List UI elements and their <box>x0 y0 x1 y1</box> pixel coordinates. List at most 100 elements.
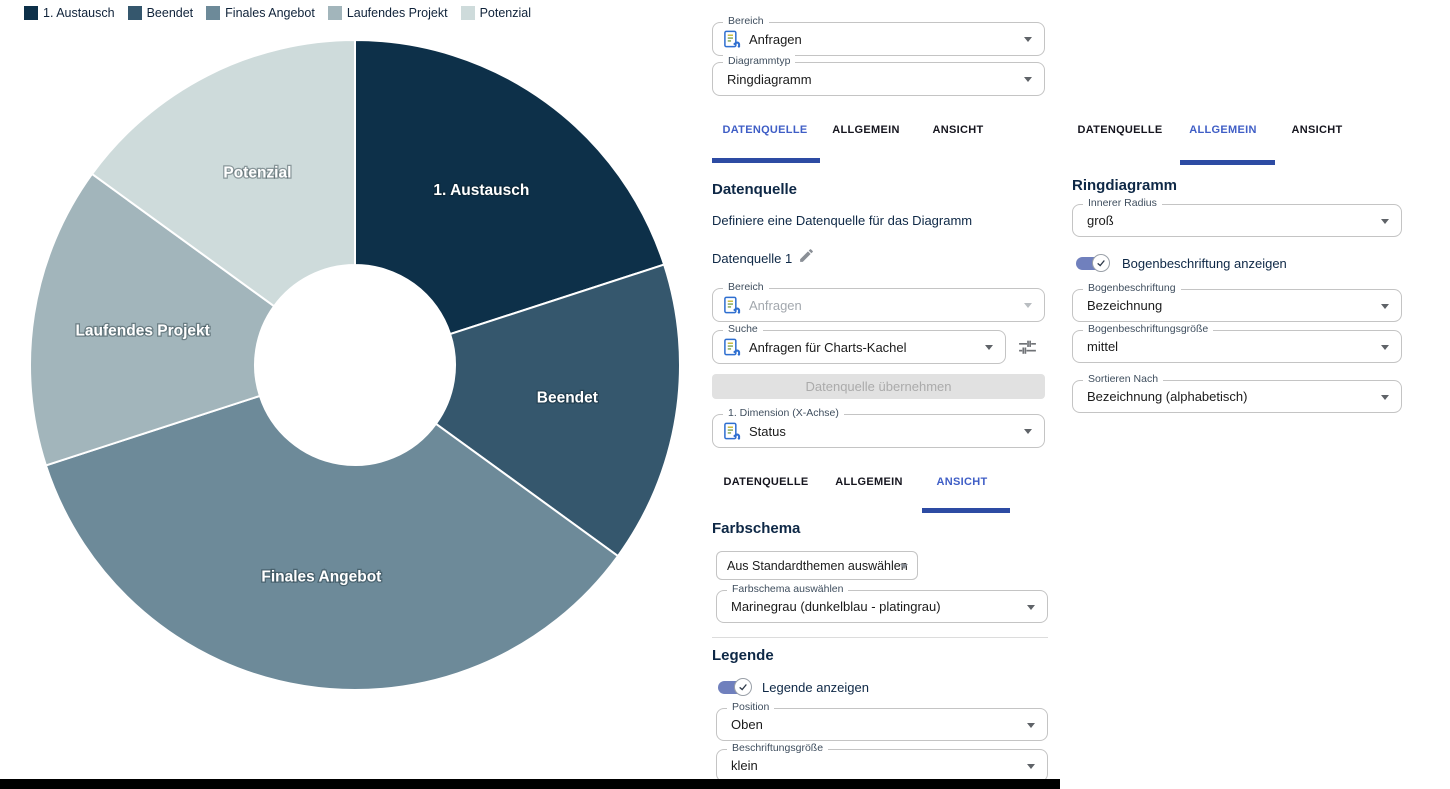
chevron-down-icon <box>1381 344 1389 350</box>
chevron-down-icon <box>1381 394 1389 400</box>
suche-value: Anfragen für Charts-Kachel <box>749 339 907 355</box>
farbschema-select-value: Marinegrau (dunkelblau - platingrau) <box>731 599 941 614</box>
segment-label: 1. Austausch <box>433 182 529 199</box>
legende-heading: Legende <box>712 647 774 664</box>
bogenbeschriftung-select[interactable]: Bogenbeschriftung Bezeichnung <box>1072 282 1402 322</box>
suche-label: Suche <box>723 323 763 335</box>
legende-anzeigen-label: Legende anzeigen <box>762 680 869 695</box>
bereich-value: Anfragen <box>749 31 802 47</box>
datenquelle-heading: Datenquelle <box>712 181 798 198</box>
edit-pencil-icon[interactable] <box>798 247 815 264</box>
chevron-down-icon <box>1024 429 1032 434</box>
farbschema-heading: Farbschema <box>712 520 801 537</box>
innerer-radius-value: groß <box>1087 213 1114 228</box>
segment-label: Potenzial <box>223 165 291 182</box>
tab-allgemein-2[interactable]: ALLGEMEIN <box>835 476 903 488</box>
bogenbeschriftung-label: Bogenbeschriftung <box>1083 282 1181 294</box>
legend-swatch <box>327 6 342 20</box>
tab-allgemein-1[interactable]: ALLGEMEIN <box>832 124 900 136</box>
chevron-down-icon <box>1381 218 1389 224</box>
dimension-select[interactable]: 1. Dimension (X-Achse) Status <box>712 407 1045 448</box>
donut-segment[interactable] <box>29 172 276 467</box>
beschriftungsgroesse-value: klein <box>731 758 758 773</box>
datenquelle-uebernehmen-button[interactable]: Datenquelle übernehmen <box>712 374 1045 399</box>
tab-ansicht-3[interactable]: ANSICHT <box>1291 124 1343 136</box>
bereich-select[interactable]: Bereich Anfragen <box>712 15 1045 56</box>
chevron-down-icon <box>985 345 993 350</box>
legend-label: 1. Austausch <box>43 6 115 20</box>
sortieren-nach-select[interactable]: Sortieren Nach Bezeichnung (alphabetisch… <box>1072 373 1402 413</box>
legend-item[interactable]: Finales Angebot <box>206 6 315 20</box>
document-icon <box>724 30 741 48</box>
innerer-radius-select[interactable]: Innerer Radius groß <box>1072 197 1402 237</box>
bogenbeschriftung-value: Bezeichnung <box>1087 298 1163 313</box>
legende-anzeigen-toggle[interactable] <box>718 678 752 696</box>
datenquelle-description: Definiere eine Datenquelle für das Diagr… <box>712 213 973 228</box>
chart-legend: 1. Austausch Beendet Finales Angebot Laufen… <box>24 6 531 20</box>
chevron-down-icon <box>1027 763 1035 769</box>
legend-item[interactable]: Laufendes Projekt <box>327 6 448 20</box>
section-divider <box>712 637 1048 638</box>
bogenbeschriftung-anzeigen-toggle[interactable] <box>1076 254 1110 272</box>
diagrammtyp-label: Diagrammtyp <box>723 55 796 67</box>
document-icon <box>724 338 741 356</box>
document-icon <box>724 422 741 440</box>
donut-segment[interactable] <box>44 394 619 691</box>
donut-chart: 1. Austausch Beendet Finales Angebot Laufen… <box>29 39 681 691</box>
datasource-bereich-value: Anfragen <box>749 297 802 313</box>
donut-segment[interactable] <box>434 263 681 558</box>
farbschema-select-label: Farbschema auswählen <box>727 583 849 595</box>
chevron-down-icon <box>900 563 908 569</box>
legend-label: Potenzial <box>479 6 532 20</box>
diagrammtyp-value: Ringdiagramm <box>727 71 812 87</box>
legend-item[interactable]: 1. Austausch <box>24 6 115 20</box>
bogenbeschriftungsgroesse-value: mittel <box>1087 339 1119 354</box>
datasource-name: Datenquelle 1 <box>712 251 793 266</box>
bogenbeschriftungsgroesse-label: Bogenbeschriftungsgröße <box>1083 323 1214 335</box>
legend-swatch <box>24 6 38 20</box>
toggle-thumb-check-icon <box>1092 254 1110 272</box>
position-value: Oben <box>731 717 763 732</box>
tab-datenquelle-3[interactable]: DATENQUELLE <box>1077 124 1163 136</box>
beschriftungsgroesse-label: Beschriftungsgröße <box>727 742 829 754</box>
tab-allgemein-3[interactable]: ALLGEMEIN <box>1189 124 1257 136</box>
legend-swatch <box>127 6 142 20</box>
bogenbeschriftungsgroesse-select[interactable]: Bogenbeschriftungsgröße mittel <box>1072 323 1402 363</box>
tab-ansicht-2[interactable]: ANSICHT <box>936 476 988 488</box>
dimension-label: 1. Dimension (X-Achse) <box>723 407 844 419</box>
legend-label: Beendet <box>146 6 194 20</box>
beschriftungsgroesse-select[interactable]: Beschriftungsgröße klein <box>716 742 1048 782</box>
suche-select[interactable]: Suche Anfragen für Charts-Kachel <box>712 323 1006 364</box>
innerer-radius-label: Innerer Radius <box>1083 197 1162 209</box>
tab-indicator-datenquelle <box>712 158 820 163</box>
legend-item[interactable]: Beendet <box>127 6 194 20</box>
toggle-thumb-check-icon <box>734 678 752 696</box>
sortieren-nach-value: Bezeichnung (alphabetisch) <box>1087 389 1248 404</box>
filter-tune-icon[interactable] <box>1017 337 1038 358</box>
chevron-down-icon <box>1027 604 1035 610</box>
chevron-down-icon <box>1381 303 1389 309</box>
sortieren-nach-label: Sortieren Nach <box>1083 373 1164 385</box>
legend-label: Laufendes Projekt <box>346 6 448 20</box>
farbschema-select[interactable]: Farbschema auswählen Marinegrau (dunkelb… <box>716 583 1048 623</box>
datasource-bereich-label: Bereich <box>723 281 769 293</box>
tab-datenquelle-1[interactable]: DATENQUELLE <box>722 124 808 136</box>
legend-label: Finales Angebot <box>225 6 315 20</box>
datasource-bereich-select[interactable]: Bereich Anfragen <box>712 281 1045 322</box>
chevron-down-icon <box>1027 722 1035 728</box>
bogenbeschriftung-anzeigen-label: Bogenbeschriftung anzeigen <box>1122 256 1287 271</box>
legend-swatch <box>206 6 221 20</box>
document-icon <box>724 296 741 314</box>
chevron-down-icon <box>1024 303 1032 308</box>
bereich-label: Bereich <box>723 15 769 27</box>
donut-segment[interactable] <box>91 39 356 308</box>
diagrammtyp-select[interactable]: Diagrammtyp Ringdiagramm <box>712 55 1045 96</box>
donut-segment[interactable] <box>354 39 666 336</box>
position-select[interactable]: Position Oben <box>716 701 1048 741</box>
tab-datenquelle-2[interactable]: DATENQUELLE <box>723 476 809 488</box>
tab-indicator-allgemein <box>1180 160 1275 165</box>
legend-item[interactable]: Potenzial <box>460 6 532 20</box>
theme-source-select[interactable]: Aus Standardthemen auswählen <box>716 551 918 580</box>
tab-ansicht-1[interactable]: ANSICHT <box>932 124 984 136</box>
